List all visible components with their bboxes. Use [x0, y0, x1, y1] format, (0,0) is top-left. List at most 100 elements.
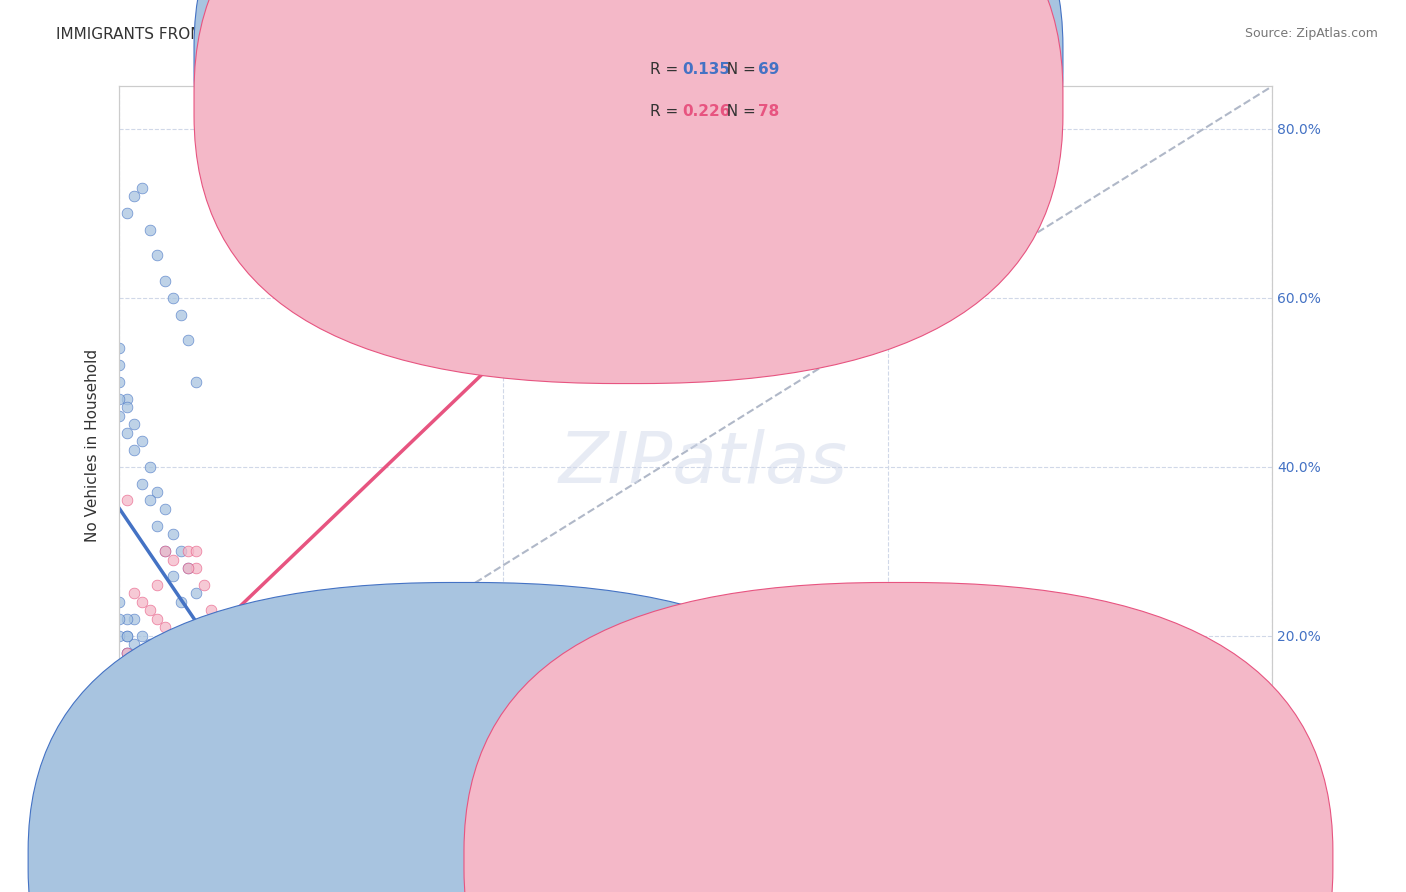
Point — [169, 595, 191, 609]
Point — [177, 722, 200, 736]
Point — [108, 764, 131, 778]
Point — [146, 248, 169, 262]
Point — [153, 654, 176, 668]
Point — [108, 375, 131, 389]
Point — [108, 409, 131, 423]
Point — [131, 662, 153, 676]
Point — [108, 629, 131, 643]
Point — [108, 696, 131, 710]
Point — [162, 629, 184, 643]
Point — [124, 679, 146, 693]
Point — [146, 646, 169, 660]
Point — [124, 671, 146, 685]
Point — [131, 739, 153, 753]
Point — [115, 705, 138, 719]
Text: 0.226: 0.226 — [682, 104, 730, 120]
Point — [108, 797, 131, 812]
Point — [115, 646, 138, 660]
Point — [124, 696, 146, 710]
Point — [153, 501, 176, 516]
Text: Source: ZipAtlas.com: Source: ZipAtlas.com — [1244, 27, 1378, 40]
Point — [200, 603, 222, 617]
Point — [184, 764, 207, 778]
Point — [131, 722, 153, 736]
Text: Immigrants from St. Vincent and the Grenadines: Immigrants from St. Vincent and the Gren… — [482, 847, 820, 862]
Point — [169, 544, 191, 558]
Text: N =: N = — [717, 62, 761, 78]
Y-axis label: No Vehicles in Household: No Vehicles in Household — [86, 349, 100, 542]
Point — [115, 696, 138, 710]
Point — [169, 696, 191, 710]
Point — [162, 569, 184, 583]
Point — [124, 713, 146, 727]
Point — [115, 425, 138, 440]
Point — [162, 291, 184, 305]
Text: R =: R = — [650, 104, 683, 120]
Point — [162, 527, 184, 541]
Point — [139, 696, 162, 710]
Point — [177, 561, 200, 575]
Point — [139, 603, 162, 617]
Point — [177, 544, 200, 558]
Point — [193, 578, 215, 592]
Point — [162, 722, 184, 736]
Point — [115, 739, 138, 753]
Point — [153, 620, 176, 634]
Point — [115, 662, 138, 676]
Point — [108, 358, 131, 372]
Point — [169, 629, 191, 643]
Point — [108, 679, 131, 693]
Point — [153, 544, 176, 558]
Point — [108, 747, 131, 761]
Point — [162, 756, 184, 770]
Point — [115, 679, 138, 693]
Point — [124, 730, 146, 744]
Point — [124, 713, 146, 727]
Point — [115, 705, 138, 719]
Point — [115, 206, 138, 220]
Point — [215, 780, 238, 795]
Point — [184, 375, 207, 389]
Point — [124, 417, 146, 432]
Point — [153, 747, 176, 761]
Point — [131, 434, 153, 449]
Point — [146, 578, 169, 592]
Point — [153, 274, 176, 288]
Point — [131, 705, 153, 719]
Point — [169, 308, 191, 322]
Point — [115, 722, 138, 736]
Point — [124, 189, 146, 203]
Point — [208, 646, 231, 660]
Point — [184, 561, 207, 575]
Point — [131, 662, 153, 676]
Point — [169, 713, 191, 727]
Point — [124, 705, 146, 719]
Point — [139, 223, 162, 237]
Point — [193, 772, 215, 787]
Point — [146, 612, 169, 626]
Text: 69: 69 — [758, 62, 779, 78]
Point — [131, 722, 153, 736]
Point — [146, 730, 169, 744]
Point — [124, 612, 146, 626]
Point — [184, 730, 207, 744]
Point — [124, 586, 146, 600]
Point — [177, 333, 200, 347]
Point — [200, 705, 222, 719]
Point — [108, 713, 131, 727]
Point — [169, 756, 191, 770]
Point — [162, 713, 184, 727]
Point — [115, 401, 138, 415]
Point — [153, 637, 176, 651]
Point — [108, 392, 131, 406]
Point — [146, 739, 169, 753]
Point — [139, 730, 162, 744]
Point — [146, 518, 169, 533]
Point — [131, 629, 153, 643]
Point — [139, 671, 162, 685]
Point — [146, 705, 169, 719]
Point — [115, 646, 138, 660]
Point — [139, 713, 162, 727]
Point — [124, 688, 146, 702]
Point — [177, 764, 200, 778]
